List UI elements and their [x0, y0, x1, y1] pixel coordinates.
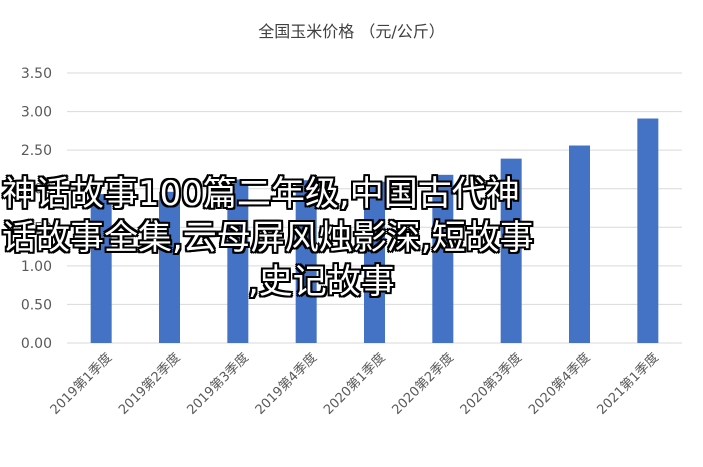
bar — [227, 179, 249, 343]
x-tick-label: 2020第2季度 — [389, 350, 457, 418]
x-tick-label: 2019第4季度 — [252, 350, 320, 418]
bar — [637, 118, 659, 343]
bar — [569, 145, 590, 343]
y-tick-label: 0.00 — [21, 336, 52, 352]
x-tick-label: 2019第1季度 — [47, 350, 115, 418]
x-tick-label: 2021第1季度 — [594, 350, 662, 418]
y-tick-label: 1.50 — [21, 220, 52, 236]
bar — [364, 181, 385, 343]
overlay-line-3: ,史记故事 — [248, 262, 395, 302]
x-axis-ticks: 2019第1季度 2019第2季度 2019第3季度 2019第4季度 2020第1季度… — [47, 350, 662, 418]
x-tick-label: 2020第1季度 — [320, 350, 388, 418]
overlay-line-2: 话故事全集,云母屏风烛影深,短故事 — [2, 218, 534, 258]
y-tick-label: 3.50 — [21, 66, 52, 82]
bar — [90, 194, 112, 343]
bar — [295, 180, 317, 343]
bars — [90, 118, 659, 343]
bar — [500, 158, 522, 343]
y-tick-label: 2.50 — [21, 143, 52, 159]
y-tick-label: 0.50 — [21, 297, 52, 313]
chart-title: 全国玉米价格 （元/公斤） — [258, 22, 445, 41]
x-tick-label: 2020第3季度 — [457, 350, 525, 418]
bar — [159, 191, 180, 343]
x-tick-label: 2019第2季度 — [115, 350, 183, 418]
y-axis-ticks: 0.00 0.50 1.00 1.50 2.00 2.50 3.00 3.50 — [21, 66, 52, 352]
bar — [432, 174, 454, 343]
y-tick-label: 2.00 — [21, 182, 52, 198]
y-tick-label: 1.00 — [21, 259, 52, 275]
x-tick-label: 2019第3季度 — [184, 350, 252, 418]
overlay-line-1: 神话故事100篇二年级,中国古代神 — [2, 174, 520, 214]
x-tick-label: 2020第4季度 — [525, 350, 593, 418]
y-tick-label: 3.00 — [21, 105, 52, 121]
overlay-caption: 神话故事100篇二年级,中国古代神 话故事全集,云母屏风烛影深,短故事 ,史记故… — [0, 172, 703, 304]
